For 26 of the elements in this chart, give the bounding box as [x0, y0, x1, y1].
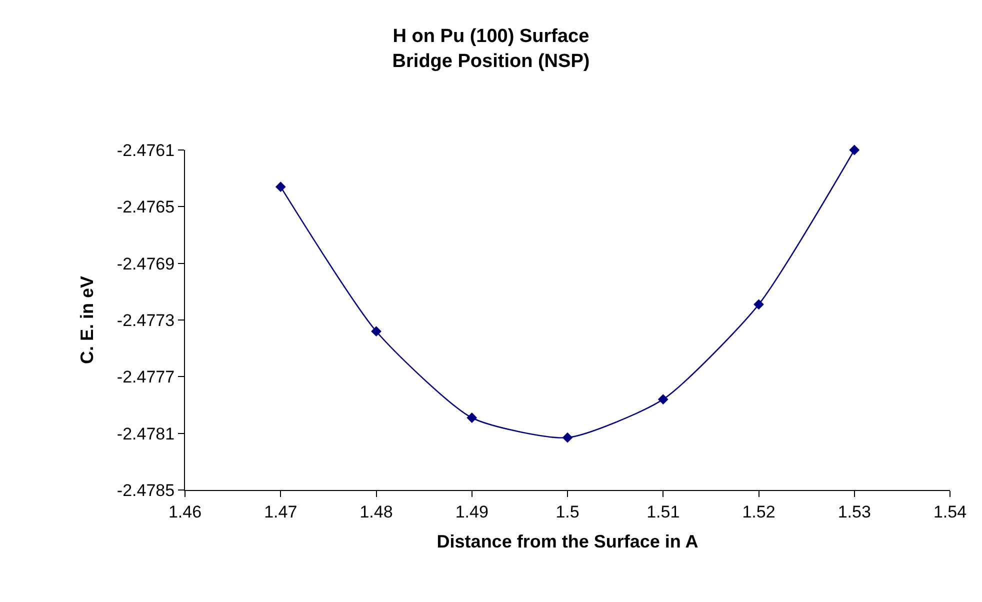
- x-tick-label: 1.53: [838, 502, 871, 522]
- x-tick-label: 1.47: [264, 502, 298, 522]
- y-tick-label: -2.4765: [116, 198, 175, 217]
- y-tick-label: -2.4777: [116, 368, 175, 387]
- chart-title: H on Pu (100) Surface Bridge Position (NSP): [392, 26, 590, 72]
- point: [849, 144, 860, 156]
- x-tick-label: 1.49: [455, 502, 488, 522]
- x-tick-label: 1.5: [556, 502, 580, 522]
- y-axis-title: C. E. in eV: [77, 276, 98, 364]
- y-tick-label: -2.4761: [116, 140, 175, 160]
- x-tick-label: 1.54: [933, 502, 967, 522]
- point: [754, 299, 764, 310]
- point: [562, 432, 573, 443]
- x-tick-label: 1.51: [646, 502, 680, 522]
- x-tick-label: 1.46: [168, 502, 202, 522]
- point: [466, 412, 478, 423]
- point: [275, 182, 286, 192]
- y-tick-label: -2.4769: [116, 254, 175, 274]
- y-tick-label: -2.4781: [116, 424, 175, 444]
- point: [658, 394, 668, 405]
- y-tick-label: -2.4785: [116, 480, 175, 500]
- y-tick-label: -2.4773: [116, 310, 175, 330]
- x-tick-label: 1.52: [742, 502, 776, 522]
- x-tick-label: 1.48: [360, 502, 393, 522]
- x-axis-title: Distance from the Surface in A: [436, 532, 698, 552]
- point: [371, 326, 382, 337]
